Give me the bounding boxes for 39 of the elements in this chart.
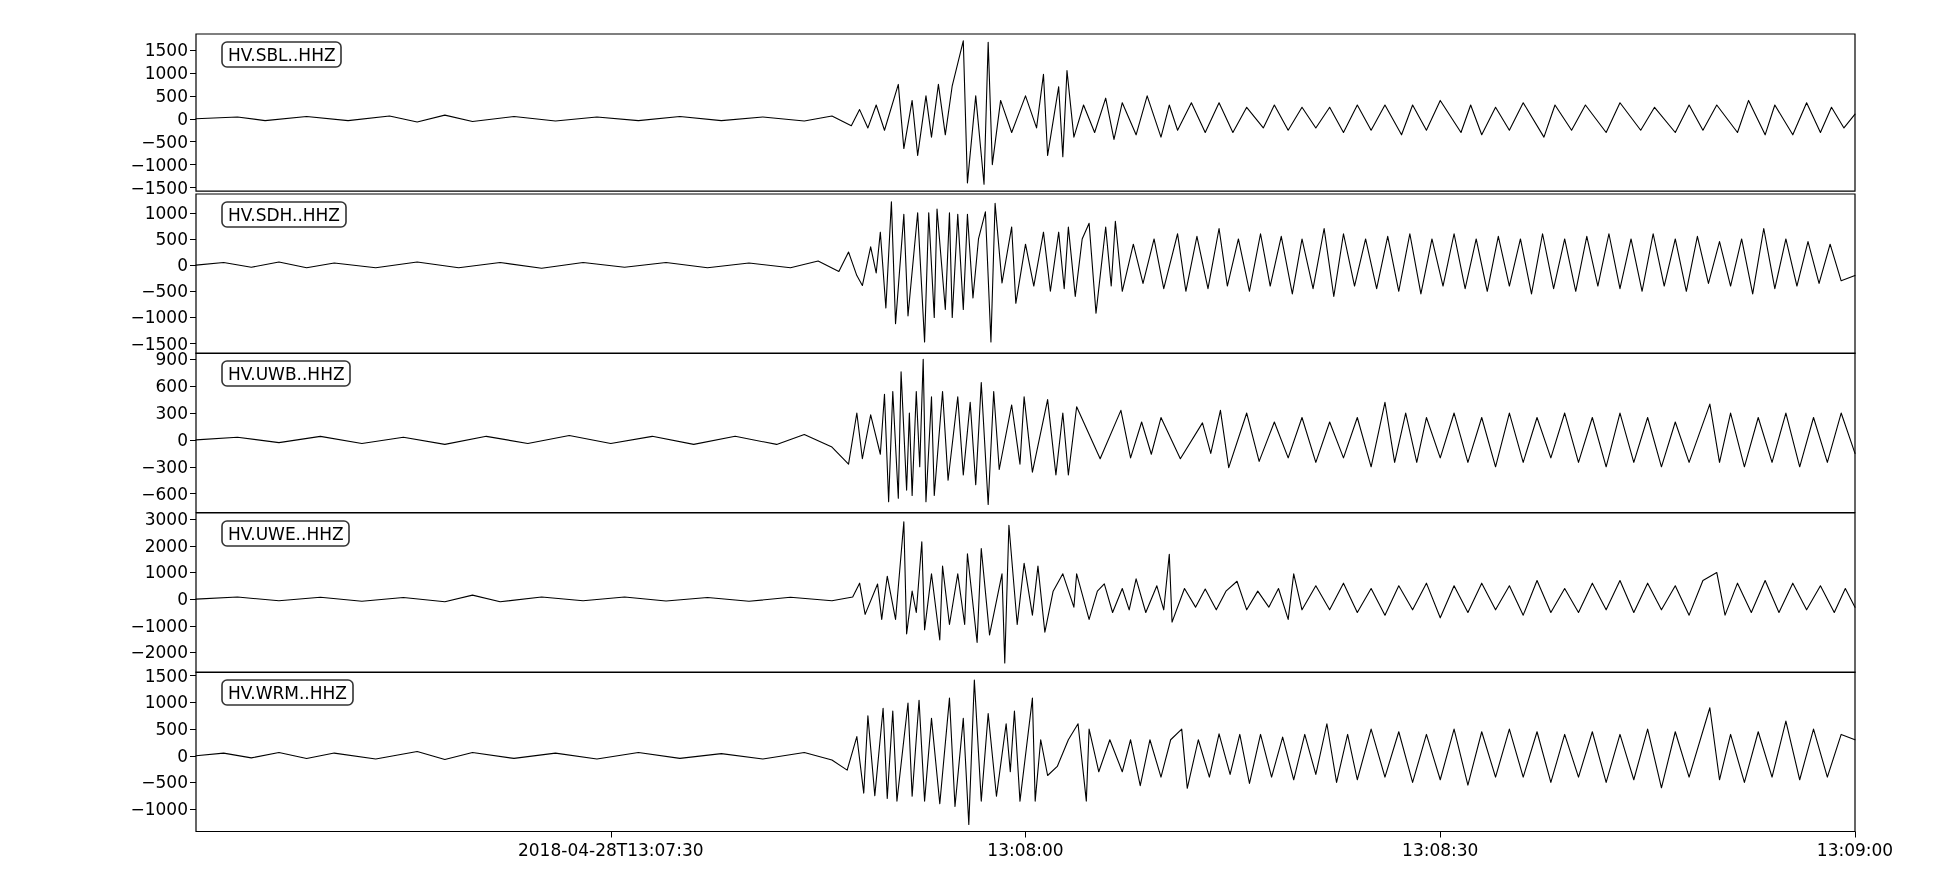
y-tick-label: −300 [141,456,188,477]
annotation: HV.WRM..HHZ [228,682,347,703]
y-tick-label: 500 [155,85,188,106]
y-tick-label: 1000 [144,692,188,713]
y-tick-label: 1000 [144,202,188,223]
y-tick-label: −1500 [130,177,188,198]
y-tick-label: 3000 [144,508,188,529]
annotation: HV.SDH..HHZ [228,204,341,224]
y-tick-label: −500 [141,131,188,152]
y-tick-label: 0 [177,108,188,129]
x-tick-label: 13:09:00 [1816,840,1894,860]
y-tick-label: 0 [177,429,188,450]
y-tick-label: 1500 [144,40,188,61]
annotation: HV.UWE..HHZ [228,523,344,543]
x-tick-label: 2018-04-28T13:07:30 [517,840,704,860]
y-tick-label: −1000 [130,799,188,820]
y-tick-label: 0 [177,745,188,766]
y-tick-label: −600 [141,483,188,504]
y-tick-label: 1000 [144,62,188,83]
y-tick-label: 500 [155,228,188,249]
y-tick-label: −1000 [130,306,188,327]
annotation: HV.SBL..HHZ [228,44,336,65]
y-tick-label: −500 [141,280,188,301]
y-tick-label: −1000 [130,615,188,636]
y-tick-label: 0 [177,254,188,275]
y-tick-label: 900 [155,349,188,370]
y-tick-label: 0 [177,588,188,609]
y-tick-label: 500 [155,719,188,740]
y-tick-label: 300 [155,403,188,424]
y-tick-label: −2000 [130,642,188,662]
y-tick-label: −1000 [130,154,188,175]
annotation: HV.UWB..HHZ [228,363,345,384]
y-tick-label: 1000 [144,561,188,582]
y-tick-label: 600 [155,376,188,397]
y-tick-label: −500 [141,772,188,793]
y-tick-label: 2000 [144,535,188,556]
y-tick-label: 1500 [144,665,188,686]
x-tick-label: 13:08:30 [1402,840,1479,860]
x-tick-label: 13:08:00 [987,840,1064,860]
